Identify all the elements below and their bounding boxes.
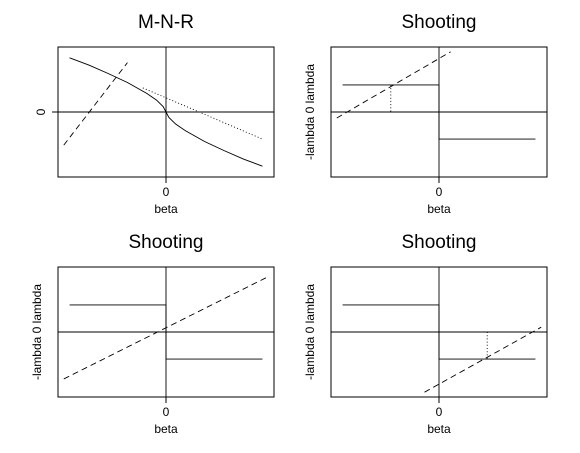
series-solid-line bbox=[69, 304, 263, 360]
series-dashed-line bbox=[63, 276, 269, 380]
y-tick-label: 0 bbox=[34, 108, 48, 115]
series-solid-line bbox=[342, 304, 536, 360]
series-dashed-line bbox=[336, 51, 451, 119]
x-tick-label: 0 bbox=[163, 405, 170, 419]
x-axis-label: beta bbox=[427, 202, 451, 216]
series-solid-line bbox=[69, 57, 263, 167]
chart-title: Shooting bbox=[401, 232, 476, 253]
y-axis-label: -lambda 0 lambda bbox=[30, 284, 44, 380]
x-axis-label: beta bbox=[427, 422, 451, 436]
chart-title: Shooting bbox=[128, 232, 203, 253]
series-dashed-line bbox=[63, 62, 128, 146]
x-tick-label: 0 bbox=[436, 405, 443, 419]
chart-panel-1: M-N-R 0 0 beta bbox=[34, 12, 275, 216]
series-dotted-line bbox=[142, 87, 263, 140]
chart-title: Shooting bbox=[401, 12, 476, 33]
y-axis-label: -lambda 0 lambda bbox=[303, 64, 317, 160]
chart-panel-4: Shooting 0 beta -lambda 0 lambda bbox=[303, 232, 548, 436]
x-tick-label: 0 bbox=[163, 185, 170, 199]
x-tick-label: 0 bbox=[436, 185, 443, 199]
chart-panel-3: Shooting 0 beta -lambda 0 lambda bbox=[30, 232, 275, 436]
y-axis-label: -lambda 0 lambda bbox=[303, 284, 317, 380]
chart-title: M-N-R bbox=[138, 12, 194, 33]
series-dashed-line bbox=[424, 326, 542, 393]
x-axis-label: beta bbox=[154, 422, 178, 436]
chart-panel-2: Shooting 0 beta -lambda 0 lambda bbox=[303, 12, 548, 216]
x-axis-label: beta bbox=[154, 202, 178, 216]
